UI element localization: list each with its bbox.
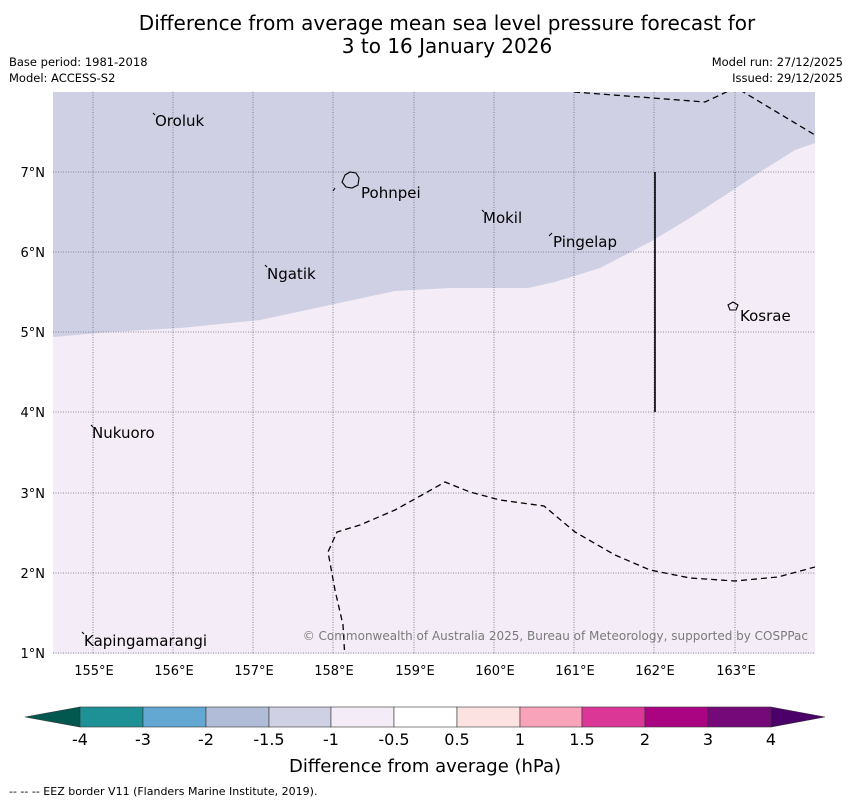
colorbar-arrow-low bbox=[24, 706, 81, 728]
map-title: Difference from average mean sea level p… bbox=[0, 12, 850, 58]
meta-right: Model run: 27/12/2025 Issued: 29/12/2025 bbox=[712, 54, 843, 86]
nukuoro-mark bbox=[90, 424, 94, 428]
eez-border-north bbox=[573, 92, 728, 103]
ngatik-mark bbox=[264, 264, 268, 268]
colorbar-tick: 3 bbox=[703, 730, 713, 749]
colorbar-swatch bbox=[79, 706, 144, 728]
colorbar-tick: -0.5 bbox=[378, 730, 409, 749]
colorbar-tick: -3 bbox=[135, 730, 151, 749]
lon-label: 163°E bbox=[716, 664, 756, 679]
lon-label: 158°E bbox=[314, 664, 354, 679]
lat-label: 2°N bbox=[21, 567, 46, 582]
meta-left: Base period: 1981-2018 Model: ACCESS-S2 bbox=[9, 54, 148, 86]
colorbar-tick: 0.5 bbox=[444, 730, 469, 749]
title-line-1: Difference from average mean sea level p… bbox=[138, 11, 756, 35]
place-label-pohnpei: Pohnpei bbox=[361, 184, 421, 202]
map-panel: Oroluk Pohnpei Mokil Pingelap Ngatik Kos… bbox=[53, 92, 815, 654]
place-label-ngatik: Ngatik bbox=[267, 265, 316, 283]
mokil-mark bbox=[481, 209, 485, 213]
pohnpei-island-outline bbox=[341, 171, 360, 189]
issued-date: Issued: 29/12/2025 bbox=[732, 71, 843, 85]
lat-label: 5°N bbox=[21, 326, 46, 341]
colorbar-title: Difference from average (hPa) bbox=[289, 756, 561, 777]
colorbar-swatch bbox=[393, 706, 458, 728]
colorbar-swatch bbox=[581, 706, 646, 728]
model-run: Model run: 27/12/2025 bbox=[711, 55, 843, 69]
title-line-2: 3 to 16 January 2026 bbox=[341, 34, 553, 58]
lon-label: 157°E bbox=[234, 664, 274, 679]
lat-label: 7°N bbox=[21, 166, 46, 181]
colorbar-tick: -2 bbox=[198, 730, 214, 749]
model-name: Model: ACCESS-S2 bbox=[9, 71, 116, 85]
lat-label: 1°N bbox=[21, 647, 46, 662]
colorbar-tick: 1 bbox=[515, 730, 525, 749]
eez-border-northeast bbox=[742, 92, 815, 136]
colorbar-arrow-high bbox=[770, 706, 826, 728]
colorbar-swatch bbox=[644, 706, 709, 728]
colorbar-swatch bbox=[456, 706, 521, 728]
anomaly-region-negative bbox=[53, 92, 815, 337]
colorbar bbox=[24, 706, 826, 728]
place-label-kosrae: Kosrae bbox=[740, 307, 791, 325]
kapingamarangi-mark bbox=[81, 631, 85, 635]
lon-label: 159°E bbox=[395, 664, 435, 679]
lon-label: 160°E bbox=[475, 664, 515, 679]
colorbar-swatch bbox=[519, 706, 583, 728]
place-label-pingelap: Pingelap bbox=[553, 233, 617, 251]
colorbar-swatch bbox=[707, 706, 772, 728]
place-label-oroluk: Oroluk bbox=[155, 112, 204, 130]
colorbar-tick: -4 bbox=[72, 730, 88, 749]
colorbar-tick: 1.5 bbox=[569, 730, 594, 749]
lon-label: 156°E bbox=[154, 664, 194, 679]
colorbar-swatch bbox=[268, 706, 332, 728]
colorbar-tick: -1.5 bbox=[253, 730, 284, 749]
colorbar-swatch bbox=[205, 706, 270, 728]
lon-label: 155°E bbox=[74, 664, 114, 679]
place-label-nukuoro: Nukuoro bbox=[92, 424, 155, 442]
colorbar-tick: 4 bbox=[766, 730, 776, 749]
colorbar-swatch bbox=[330, 706, 395, 728]
base-period: Base period: 1981-2018 bbox=[9, 55, 148, 69]
lat-label: 3°N bbox=[21, 487, 46, 502]
islands bbox=[81, 112, 739, 635]
lat-label: 4°N bbox=[21, 406, 46, 421]
colorbar-tick: -1 bbox=[323, 730, 339, 749]
colorbar-tick: 2 bbox=[640, 730, 650, 749]
lon-label: 161°E bbox=[555, 664, 595, 679]
place-label-mokil: Mokil bbox=[483, 209, 522, 227]
colorbar-swatch bbox=[142, 706, 207, 728]
pingelap-mark bbox=[548, 232, 553, 237]
place-label-kapingamarangi: Kapingamarangi bbox=[84, 632, 207, 650]
footer-note: -- -- -- EEZ border V11 (Flanders Marine… bbox=[9, 785, 318, 798]
lat-label: 6°N bbox=[21, 246, 46, 261]
copyright-text: © Commonwealth of Australia 2025, Bureau… bbox=[303, 629, 808, 643]
kosrae-island-outline bbox=[727, 301, 739, 311]
oroluk-mark bbox=[152, 112, 156, 116]
ant-atoll-mark bbox=[332, 187, 336, 192]
lon-label: 162°E bbox=[635, 664, 675, 679]
graticule bbox=[53, 92, 815, 654]
eez-borders bbox=[327, 92, 815, 654]
